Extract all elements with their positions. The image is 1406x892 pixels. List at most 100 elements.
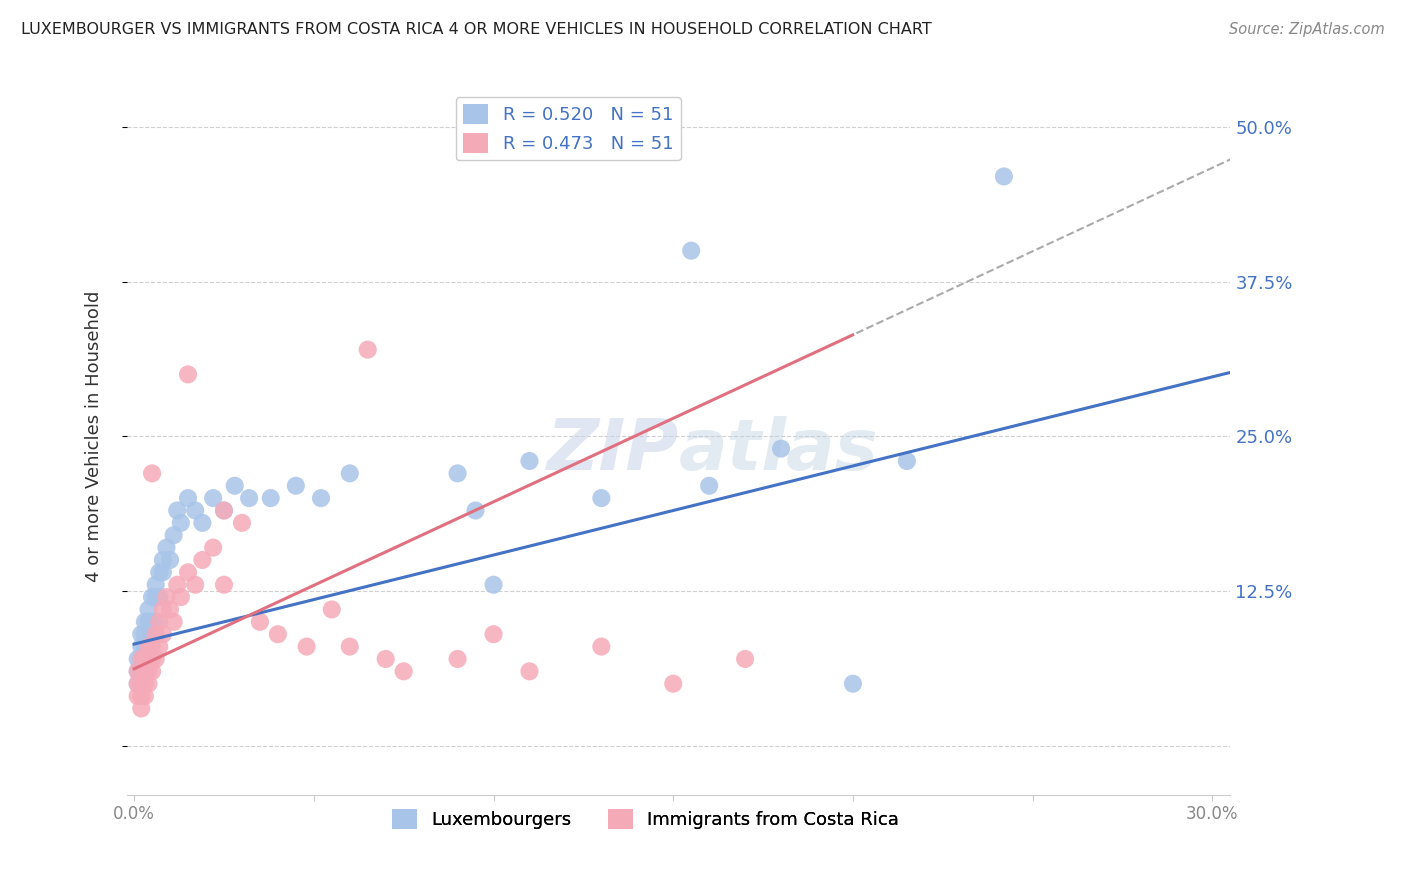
Point [284,479,307,493]
Point [141,640,163,654]
Point [138,615,160,629]
Point [224,479,246,493]
Point [446,652,468,666]
Point [145,627,167,641]
Point [177,491,200,505]
Point [129,689,152,703]
Point [141,627,163,641]
Point [321,602,343,616]
Point [374,652,396,666]
Point [166,578,188,592]
Point [129,640,152,654]
Point [141,590,163,604]
Y-axis label: 4 or more Vehicles in Household: 4 or more Vehicles in Household [86,291,103,582]
Point [260,491,283,505]
Point [482,627,505,641]
Point [134,665,156,679]
Point [162,615,184,629]
Point [238,491,260,505]
Point [127,652,149,666]
Point [339,640,361,654]
Point [159,553,181,567]
Point [842,676,865,690]
Point [170,516,193,530]
Point [145,578,167,592]
Point [134,615,156,629]
Point [184,503,207,517]
Point [148,566,170,580]
Point [138,640,160,654]
Point [134,665,156,679]
Point [212,503,235,517]
Point [129,676,152,690]
Point [464,503,486,517]
Point [591,640,613,654]
Point [127,676,149,690]
Point [896,454,918,468]
Point [152,553,174,567]
Point [148,640,170,654]
Point [138,640,160,654]
Point [166,503,188,517]
Point [141,615,163,629]
Point [129,627,152,641]
Point [446,467,468,481]
Point [145,652,167,666]
Point [152,566,174,580]
Point [770,442,793,456]
Point [148,615,170,629]
Point [129,701,152,715]
Point [267,627,290,641]
Point [681,244,703,258]
Point [138,676,160,690]
Point [129,652,152,666]
Point [127,665,149,679]
Point [734,652,756,666]
Point [145,615,167,629]
Point [170,590,193,604]
Point [134,652,156,666]
Text: ZIP: ZIP [547,416,679,485]
Point [145,590,167,604]
Point [155,541,177,555]
Point [152,627,174,641]
Point [212,578,235,592]
Point [339,467,361,481]
Point [141,665,163,679]
Point [141,467,163,481]
Point [519,665,541,679]
Point [141,652,163,666]
Point [482,578,505,592]
Point [129,652,152,666]
Point [202,541,225,555]
Point [134,689,156,703]
Point [129,665,152,679]
Point [249,615,271,629]
Point [177,566,200,580]
Point [202,491,225,505]
Point [162,528,184,542]
Point [191,553,214,567]
Point [697,479,720,493]
Point [134,627,156,641]
Point [212,503,235,517]
Point [155,590,177,604]
Point [309,491,332,505]
Point [662,676,685,690]
Point [127,665,149,679]
Point [357,343,380,357]
Point [295,640,318,654]
Point [138,602,160,616]
Point [152,602,174,616]
Point [993,169,1015,184]
Text: Source: ZipAtlas.com: Source: ZipAtlas.com [1229,22,1385,37]
Text: atlas: atlas [679,416,879,485]
Point [191,516,214,530]
Point [231,516,253,530]
Point [184,578,207,592]
Point [148,590,170,604]
Point [127,676,149,690]
Point [127,689,149,703]
Text: LUXEMBOURGER VS IMMIGRANTS FROM COSTA RICA 4 OR MORE VEHICLES IN HOUSEHOLD CORRE: LUXEMBOURGER VS IMMIGRANTS FROM COSTA RI… [21,22,932,37]
Point [392,665,415,679]
